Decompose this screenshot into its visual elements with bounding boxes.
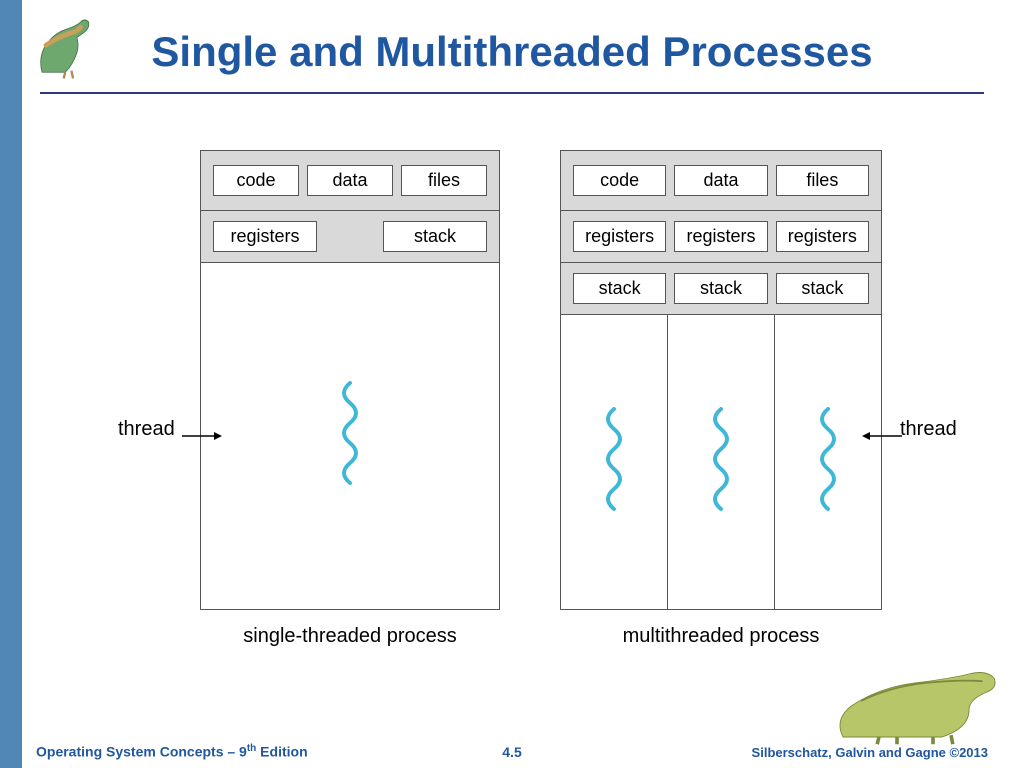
arrow-left-icon xyxy=(862,430,902,442)
thread-squiggle-icon xyxy=(814,407,842,517)
thread-squiggle-icon xyxy=(600,407,628,517)
thread-squiggle-icon xyxy=(336,381,364,491)
arrow-right-icon xyxy=(182,430,222,442)
cell-registers: registers xyxy=(776,221,869,252)
cell-data: data xyxy=(674,165,767,196)
thread-label-left: thread xyxy=(118,418,175,441)
multi-registers-row: registers registers registers xyxy=(561,211,881,263)
multithreaded-process-box: code data files registers registers regi… xyxy=(560,150,882,610)
multi-shared-row: code data files xyxy=(561,151,881,211)
cell-stack: stack xyxy=(383,221,487,252)
cell-stack: stack xyxy=(776,273,869,304)
cell-data: data xyxy=(307,165,393,196)
footer-right: Silberschatz, Galvin and Gagne ©2013 xyxy=(752,745,988,760)
single-shared-row: code data files xyxy=(201,151,499,211)
multi-thread-col-3 xyxy=(774,315,881,609)
cell-registers: registers xyxy=(573,221,666,252)
multi-stacks-row: stack stack stack xyxy=(561,263,881,315)
slide-title: Single and Multithreaded Processes xyxy=(0,28,1024,76)
footer: Operating System Concepts – 9th Edition … xyxy=(0,736,1024,760)
multi-thread-col-2 xyxy=(667,315,774,609)
cell-stack: stack xyxy=(573,273,666,304)
diagram-area: code data files registers stack code dat… xyxy=(0,150,1024,670)
single-caption: single-threaded process xyxy=(200,625,500,648)
cell-files: files xyxy=(776,165,869,196)
cell-stack: stack xyxy=(674,273,767,304)
cell-files: files xyxy=(401,165,487,196)
thread-squiggle-icon xyxy=(707,407,735,517)
single-thread-area xyxy=(201,263,499,609)
thread-label-right: thread xyxy=(900,418,957,441)
multi-thread-col-1 xyxy=(561,315,667,609)
single-thread-state-row: registers stack xyxy=(201,211,499,263)
multi-caption: multithreaded process xyxy=(560,625,882,648)
cell-code: code xyxy=(213,165,299,196)
title-underline xyxy=(40,92,984,94)
single-thread-col xyxy=(201,263,499,609)
cell-code: code xyxy=(573,165,666,196)
multi-thread-area xyxy=(561,315,881,609)
single-threaded-process-box: code data files registers stack xyxy=(200,150,500,610)
cell-registers: registers xyxy=(213,221,317,252)
cell-registers: registers xyxy=(674,221,767,252)
dinosaur-icon-bottom xyxy=(834,656,1014,746)
